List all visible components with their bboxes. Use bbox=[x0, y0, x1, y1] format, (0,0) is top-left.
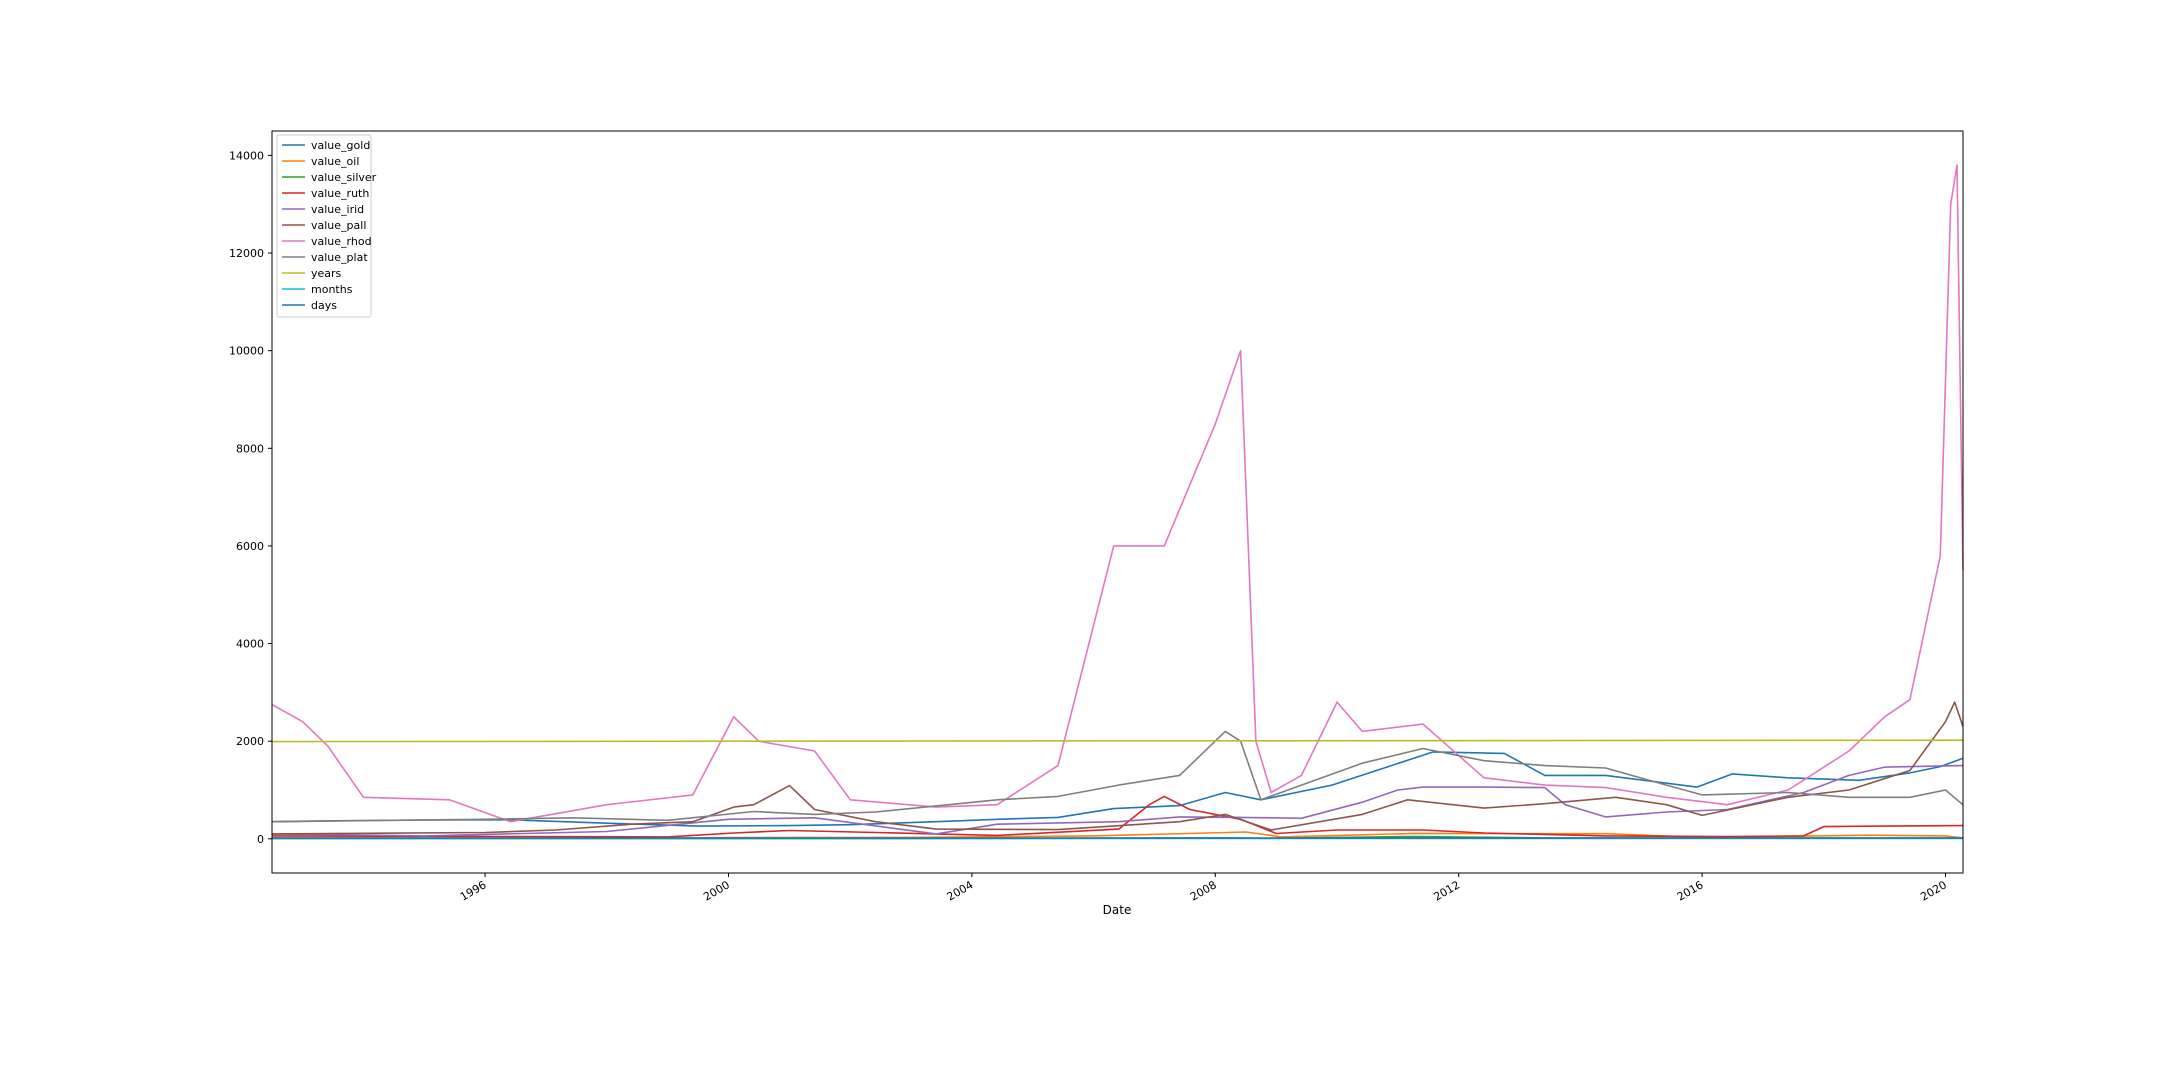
legend-label-value_plat: value_plat bbox=[311, 251, 368, 264]
y-tick-label: 6000 bbox=[236, 540, 264, 553]
plot-frame bbox=[271, 130, 1964, 874]
y-axis: 0 2000 4000 6000 8000 10000 12000 14000 bbox=[229, 149, 272, 846]
legend-label-days: days bbox=[311, 299, 337, 312]
y-tick-label: 4000 bbox=[236, 638, 264, 651]
legend-label-value_irid: value_irid bbox=[311, 203, 364, 216]
legend-label-value_silver: value_silver bbox=[311, 171, 377, 184]
y-tick-label: 12000 bbox=[229, 247, 264, 260]
legend-label-value_oil: value_oil bbox=[311, 155, 359, 168]
x-axis: 1996 2000 2004 2008 2012 2016 2020 bbox=[458, 873, 1949, 904]
y-tick-label: 14000 bbox=[229, 149, 264, 162]
y-tick-label: 8000 bbox=[236, 442, 264, 455]
y-tick-label: 10000 bbox=[229, 345, 264, 358]
series-line-value_plat bbox=[271, 730, 1964, 823]
y-tick-label: 2000 bbox=[236, 735, 264, 748]
legend: value_gold value_oil value_silver value_rut… bbox=[276, 134, 377, 318]
y-tick-label: 0 bbox=[257, 833, 264, 846]
series-line-years bbox=[271, 739, 1964, 743]
series-line-value_rhod bbox=[271, 164, 1964, 823]
legend-label-months: months bbox=[311, 283, 353, 296]
x-tick-label: 2016 bbox=[1675, 878, 1706, 903]
x-tick-label: 2012 bbox=[1431, 878, 1462, 903]
x-tick-label: 2020 bbox=[1918, 878, 1949, 903]
legend-label-value_rhod: value_rhod bbox=[311, 235, 372, 248]
legend-label-value_gold: value_gold bbox=[311, 139, 370, 152]
legend-box bbox=[276, 134, 372, 318]
legend-label-value_ruth: value_ruth bbox=[311, 187, 369, 200]
x-tick-label: 2004 bbox=[945, 878, 976, 903]
plot-background bbox=[272, 131, 1963, 873]
x-axis-label: Date bbox=[1103, 903, 1132, 917]
series-line-value_pall bbox=[271, 701, 1964, 835]
x-tick-label: 1996 bbox=[458, 878, 489, 903]
x-tick-label: 2008 bbox=[1188, 878, 1219, 903]
series-layer bbox=[271, 164, 1964, 840]
legend-label-years: years bbox=[311, 267, 342, 280]
x-tick-label: 2000 bbox=[701, 878, 732, 903]
legend-label-value_pall: value_pall bbox=[311, 219, 366, 232]
